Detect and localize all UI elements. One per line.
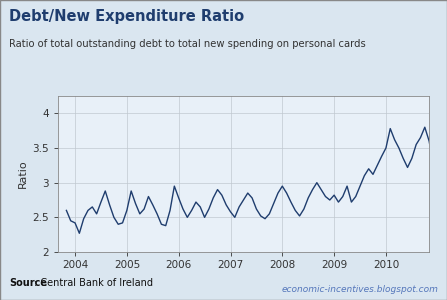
Text: Debt/New Expenditure Ratio: Debt/New Expenditure Ratio — [9, 9, 244, 24]
Y-axis label: Ratio: Ratio — [18, 160, 28, 188]
Text: : Central Bank of Ireland: : Central Bank of Ireland — [34, 278, 153, 288]
Text: economic-incentives.blogspot.com: economic-incentives.blogspot.com — [281, 285, 438, 294]
Text: Source: Source — [9, 278, 47, 288]
Text: Ratio of total outstanding debt to total new spending on personal cards: Ratio of total outstanding debt to total… — [9, 39, 366, 49]
